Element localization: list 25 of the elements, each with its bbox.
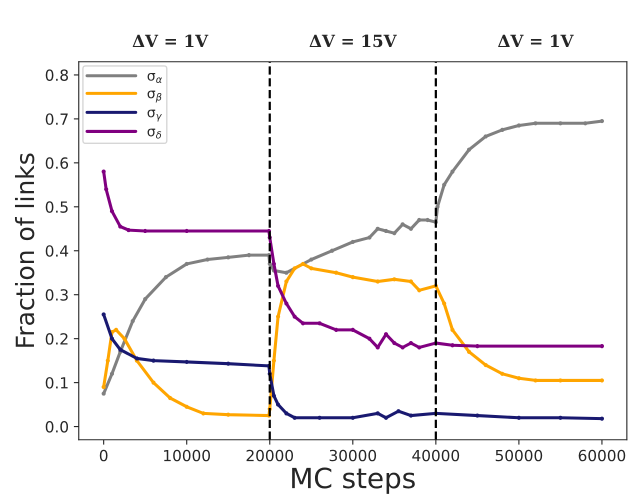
x-tick-label: 40000 xyxy=(412,450,460,462)
text: ΔV = 1V xyxy=(132,34,208,47)
text: ΔV = 1V xyxy=(498,34,574,47)
y-axis-title: Fraction of links xyxy=(14,153,34,347)
y-tick-label: 0.1 xyxy=(46,377,68,389)
y-tick-label: 0.3 xyxy=(46,289,68,301)
text: ΔV = 15V xyxy=(310,34,397,48)
y-tick-label: 0.2 xyxy=(46,333,68,345)
legend-label: σ$_{β}$ xyxy=(148,90,162,102)
legend-label: σ$_{γ}$ xyxy=(148,110,162,122)
y-tick-label: 0.5 xyxy=(46,201,68,213)
x-tick-label: 30000 xyxy=(330,450,376,462)
legend-label: σ$_{α}$ xyxy=(148,72,162,83)
legend-label: σ$_{δ}$ xyxy=(148,128,162,139)
x-tick-label: 60000 xyxy=(578,450,626,462)
x-tick-label: 50000 xyxy=(496,450,542,462)
y-tick-label: 0.0 xyxy=(46,421,68,433)
y-tick-label: 0.6 xyxy=(46,157,68,169)
x-tick-label: 10000 xyxy=(164,450,210,462)
x-tick-label: 20000 xyxy=(246,450,294,462)
x-axis-title: MC steps xyxy=(292,468,415,494)
y-tick-label: 0.8 xyxy=(46,69,68,81)
y-tick-label: 0.4 xyxy=(46,245,68,257)
y-tick-label: 0.7 xyxy=(46,113,68,125)
x-tick-label: 0 xyxy=(100,450,108,462)
